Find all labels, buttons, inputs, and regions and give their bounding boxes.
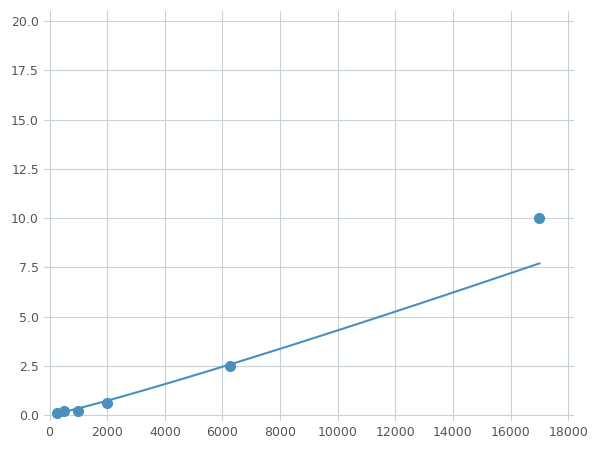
Point [52, 410, 62, 417]
Point [225, 362, 235, 369]
Point [59, 408, 69, 415]
Point [103, 400, 112, 407]
Point [535, 215, 544, 222]
Point [74, 408, 83, 415]
